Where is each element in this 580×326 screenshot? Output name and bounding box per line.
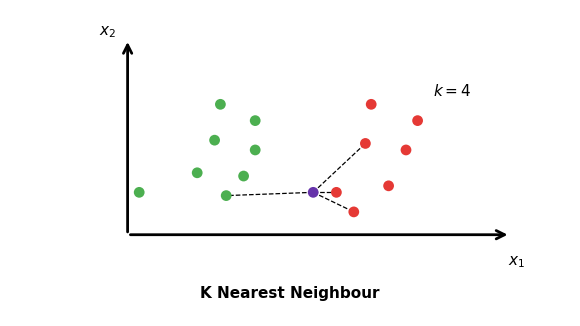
Point bbox=[216, 102, 225, 107]
Point bbox=[332, 190, 341, 195]
Point bbox=[349, 209, 358, 215]
Point bbox=[367, 102, 376, 107]
Point bbox=[361, 141, 370, 146]
Point bbox=[135, 190, 144, 195]
Point bbox=[193, 170, 202, 175]
Point bbox=[210, 138, 219, 143]
Text: K Nearest Neighbour: K Nearest Neighbour bbox=[200, 286, 380, 301]
Text: $x_1$: $x_1$ bbox=[508, 254, 525, 270]
Point bbox=[251, 118, 260, 123]
Point bbox=[384, 183, 393, 188]
Point bbox=[251, 147, 260, 153]
Point bbox=[401, 147, 411, 153]
Point bbox=[222, 193, 231, 198]
Point bbox=[413, 118, 422, 123]
Point bbox=[309, 190, 318, 195]
Point bbox=[239, 173, 248, 179]
Text: $k = 4$: $k = 4$ bbox=[433, 83, 472, 99]
Text: $x_2$: $x_2$ bbox=[99, 25, 116, 40]
